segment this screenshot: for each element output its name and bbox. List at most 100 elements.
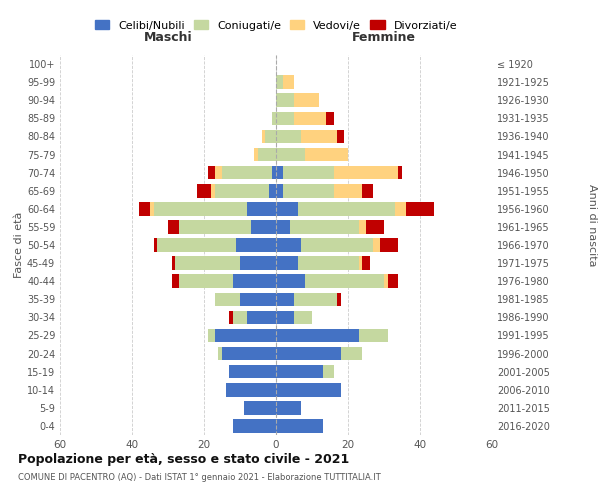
Bar — [276, 166, 283, 179]
Bar — [247, 202, 276, 215]
Bar — [254, 148, 258, 162]
Bar — [326, 112, 334, 125]
Bar — [179, 274, 233, 288]
Bar — [276, 419, 323, 432]
Bar — [272, 112, 276, 125]
Bar — [294, 112, 326, 125]
Bar — [276, 130, 301, 143]
Bar — [366, 220, 384, 234]
Bar — [276, 238, 301, 252]
Bar — [305, 274, 384, 288]
Text: Femmine: Femmine — [352, 31, 416, 44]
Bar — [251, 220, 276, 234]
Bar — [262, 130, 265, 143]
Bar — [276, 347, 341, 360]
Legend: Celibi/Nubili, Coniugati/e, Vedovi/e, Divorziati/e: Celibi/Nubili, Coniugati/e, Vedovi/e, Di… — [92, 17, 460, 34]
Bar — [334, 166, 398, 179]
Bar — [276, 256, 298, 270]
Bar — [276, 401, 301, 414]
Bar — [211, 184, 215, 198]
Bar — [276, 94, 294, 107]
Bar — [240, 256, 276, 270]
Y-axis label: Fasce di età: Fasce di età — [14, 212, 24, 278]
Bar — [265, 130, 276, 143]
Bar — [359, 256, 362, 270]
Bar — [233, 310, 247, 324]
Bar — [229, 365, 276, 378]
Bar — [388, 274, 398, 288]
Bar — [222, 166, 272, 179]
Bar — [215, 184, 269, 198]
Bar — [276, 76, 283, 89]
Bar — [215, 166, 222, 179]
Bar — [197, 184, 211, 198]
Bar — [157, 238, 236, 252]
Bar — [359, 220, 366, 234]
Bar — [276, 328, 359, 342]
Bar — [294, 310, 312, 324]
Bar — [172, 256, 175, 270]
Bar — [406, 202, 434, 215]
Text: Anni di nascita: Anni di nascita — [587, 184, 597, 266]
Bar — [233, 274, 276, 288]
Bar — [154, 202, 247, 215]
Bar — [283, 184, 334, 198]
Bar — [240, 292, 276, 306]
Bar — [294, 94, 319, 107]
Bar — [276, 220, 290, 234]
Bar — [294, 292, 337, 306]
Bar — [215, 292, 240, 306]
Bar — [244, 401, 276, 414]
Bar — [337, 130, 344, 143]
Bar — [301, 238, 373, 252]
Bar — [276, 274, 305, 288]
Bar — [276, 202, 298, 215]
Text: Popolazione per età, sesso e stato civile - 2021: Popolazione per età, sesso e stato civil… — [18, 452, 349, 466]
Bar — [276, 184, 283, 198]
Bar — [341, 347, 362, 360]
Bar — [258, 148, 276, 162]
Bar — [276, 365, 323, 378]
Bar — [395, 202, 406, 215]
Bar — [229, 310, 233, 324]
Bar — [305, 148, 348, 162]
Bar — [276, 292, 294, 306]
Bar — [236, 238, 276, 252]
Bar — [362, 256, 370, 270]
Bar — [283, 76, 294, 89]
Bar — [276, 383, 341, 396]
Bar — [334, 184, 362, 198]
Bar — [247, 310, 276, 324]
Bar — [337, 292, 341, 306]
Bar — [298, 256, 359, 270]
Bar — [215, 328, 276, 342]
Bar — [175, 256, 240, 270]
Bar — [208, 328, 215, 342]
Bar — [373, 238, 380, 252]
Bar — [276, 112, 294, 125]
Bar — [272, 166, 276, 179]
Bar — [384, 274, 388, 288]
Bar — [359, 328, 388, 342]
Bar — [226, 383, 276, 396]
Bar — [301, 130, 337, 143]
Bar — [269, 184, 276, 198]
Bar — [208, 166, 215, 179]
Bar — [283, 166, 334, 179]
Bar — [233, 419, 276, 432]
Bar — [218, 347, 222, 360]
Bar — [139, 202, 150, 215]
Bar — [276, 310, 294, 324]
Bar — [168, 220, 179, 234]
Bar — [380, 238, 398, 252]
Bar — [179, 220, 251, 234]
Text: COMUNE DI PACENTRO (AQ) - Dati ISTAT 1° gennaio 2021 - Elaborazione TUTTITALIA.I: COMUNE DI PACENTRO (AQ) - Dati ISTAT 1° … — [18, 472, 381, 482]
Bar — [290, 220, 359, 234]
Bar — [222, 347, 276, 360]
Text: Maschi: Maschi — [143, 31, 193, 44]
Bar — [276, 148, 305, 162]
Bar — [172, 274, 179, 288]
Bar — [298, 202, 395, 215]
Bar — [150, 202, 154, 215]
Bar — [154, 238, 157, 252]
